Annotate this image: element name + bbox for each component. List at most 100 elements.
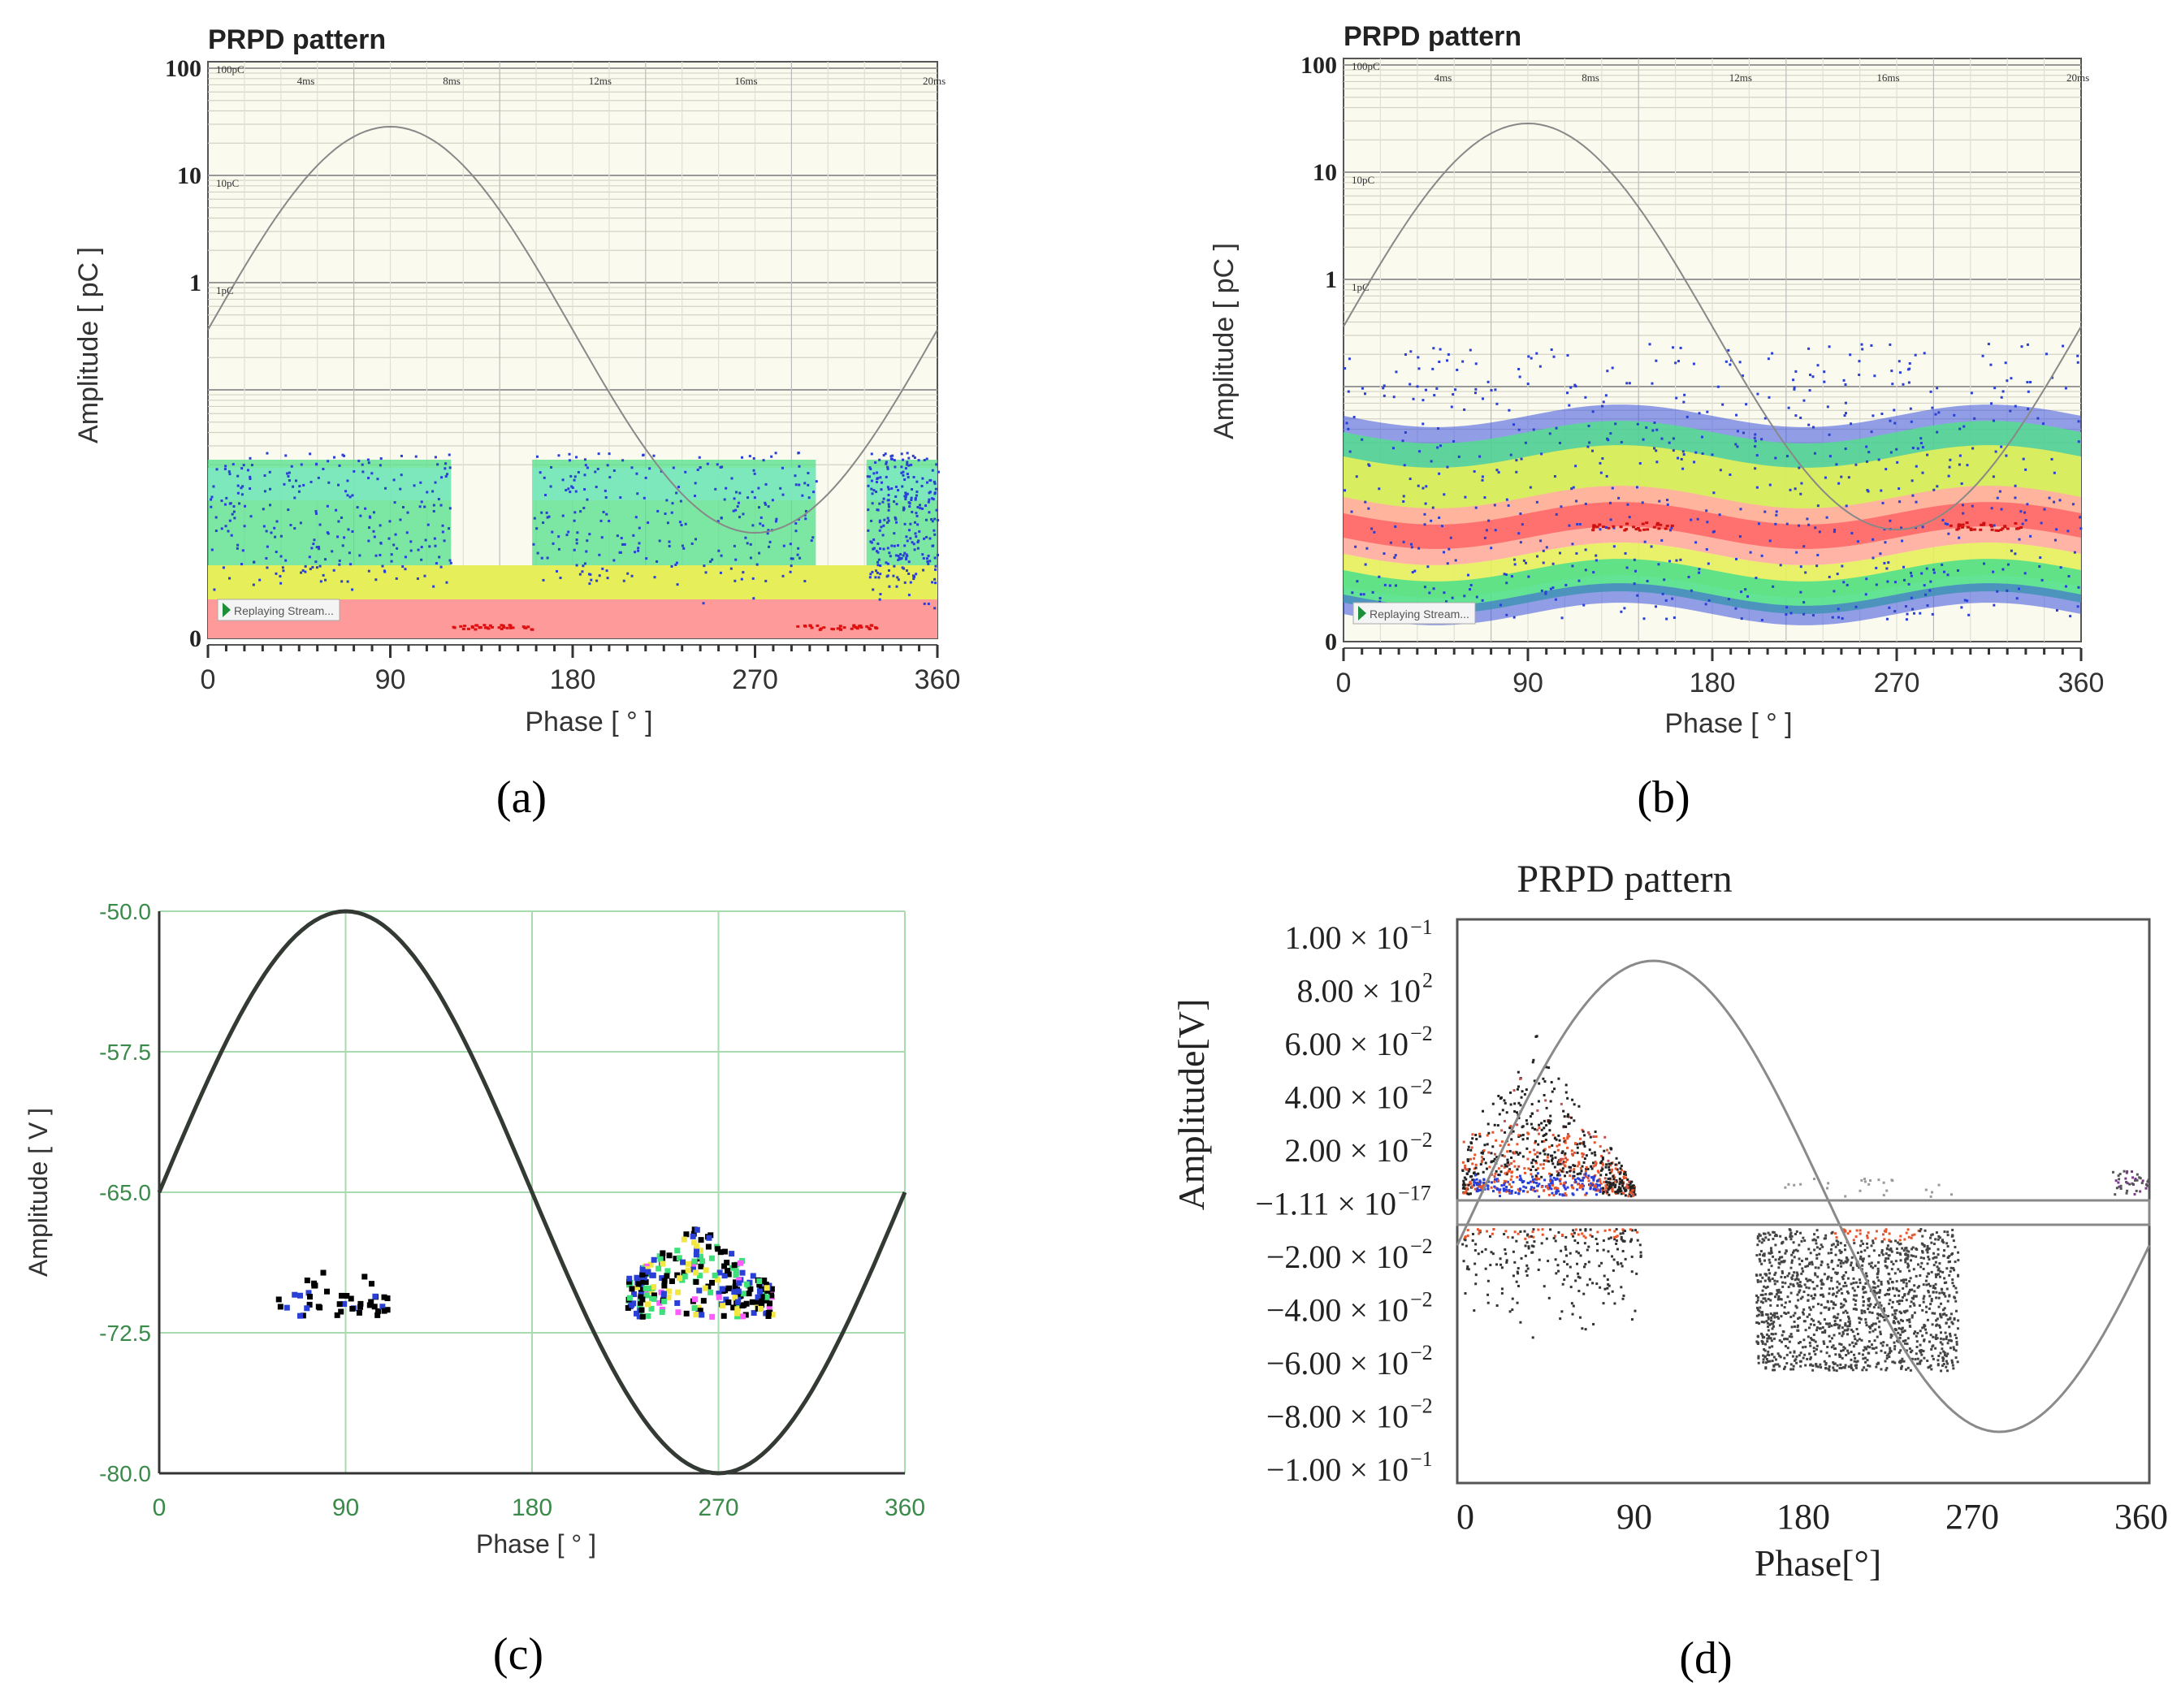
cluster-point [1919,1359,1923,1362]
cluster-point [1525,1088,1528,1092]
cluster-point [1815,1246,1819,1249]
cluster-point [1466,573,1469,577]
cluster-point [1824,1330,1827,1334]
cluster-point [589,573,592,576]
cluster-point [1424,388,1427,391]
cluster-point [1837,1240,1840,1243]
cluster-point [895,585,898,588]
cluster-point [1443,591,1446,595]
cluster-point [1807,1299,1810,1302]
cluster-point [905,535,908,538]
cluster-point [1841,1330,1845,1334]
cluster-point [1925,1305,1928,1308]
cluster-point [309,480,313,483]
cluster-point [1820,1282,1824,1285]
cluster-point [1824,1329,1827,1332]
cluster-point [1564,1187,1567,1191]
cluster-point [1953,1347,1956,1351]
cluster-point [1847,1315,1850,1318]
cluster-point [1356,580,1359,583]
cluster-point [1486,1122,1490,1126]
cluster-point [1846,1333,1850,1336]
cluster-point [332,456,335,459]
cluster-point [1782,1260,1785,1263]
cluster-point [1773,1235,1776,1238]
cluster-point [1813,452,1816,455]
cluster-point [887,508,890,512]
cluster-point [1471,1232,1474,1235]
cluster-point [1860,1312,1863,1315]
cluster-point [1915,526,1918,530]
cluster-point [1861,1295,1864,1299]
cluster-point [1681,467,1685,470]
cluster-point [1706,410,1709,413]
cluster-point [1527,1245,1530,1248]
cluster-point [1904,1338,1907,1342]
cluster-point [1608,1187,1612,1190]
cluster-point [1948,1273,1951,1277]
cluster-point [1916,1263,1919,1266]
cluster-point [338,464,341,467]
cluster-point [697,1253,703,1260]
cluster-point [1573,1174,1576,1178]
time-label: 20ms [2066,71,2089,84]
cluster-point [1892,1360,1895,1364]
cluster-point [1809,1323,1812,1326]
cluster-point [1484,1161,1487,1165]
cluster-point [1867,1231,1870,1235]
cluster-point [1893,1315,1897,1318]
cluster-point [1781,1270,1784,1273]
cluster-point [1766,1340,1769,1343]
cluster-point [910,499,913,502]
cluster-point [733,1268,739,1274]
cluster-point [1948,1325,1951,1329]
cluster-point [1630,1255,1634,1258]
cluster-point [1863,1180,1867,1183]
cluster-point [1888,1273,1891,1276]
cluster-point [1621,1231,1625,1235]
cluster-point [694,1243,700,1249]
cluster-point [1946,573,1949,577]
cluster-point [705,1283,712,1290]
cluster-point [668,540,671,543]
cluster-point [1776,1316,1779,1319]
cluster-point [351,530,354,533]
cluster-point [1598,1265,1601,1268]
cluster-point [1556,1264,1560,1267]
cluster-point [1577,1178,1581,1181]
cluster-point [1809,1356,1812,1359]
cluster-point [2014,496,2017,499]
cluster-point [1535,1181,1538,1184]
cluster-point [1819,1322,1822,1325]
cluster-point [903,495,907,498]
cluster-point [1629,1228,1632,1231]
cluster-point [1854,1308,1857,1311]
panel-b-x-ticks: 0 90 180 270 360 [1336,647,2104,698]
cluster-point [670,564,673,568]
cluster-point [1942,1241,1945,1244]
cluster-point [1838,1343,1841,1346]
cluster-point [1864,1318,1867,1321]
cluster-point [1518,375,1521,378]
cluster-point [1579,1254,1582,1257]
cluster-point [586,539,589,543]
cluster-point [751,577,755,580]
cluster-point [283,482,286,486]
cluster-point [685,1267,691,1273]
cluster-point [1551,1183,1554,1186]
cluster-point [1942,1350,1945,1353]
panel-b-reference-wave [1343,122,2082,531]
cluster-point [1467,1145,1470,1148]
cluster-point [1465,1172,1469,1175]
cluster-point [684,470,687,473]
cluster-point [1496,1187,1499,1191]
cluster-point [1629,1240,1632,1243]
cluster-point [1817,1320,1820,1323]
cluster-point [2003,525,2007,529]
cluster-point [1763,1232,1767,1235]
cluster-point [1536,1172,1539,1175]
cluster-point [1559,551,1562,555]
cluster-point [1612,525,1616,528]
cluster-point [1894,1317,1898,1321]
cluster-point [893,459,896,462]
